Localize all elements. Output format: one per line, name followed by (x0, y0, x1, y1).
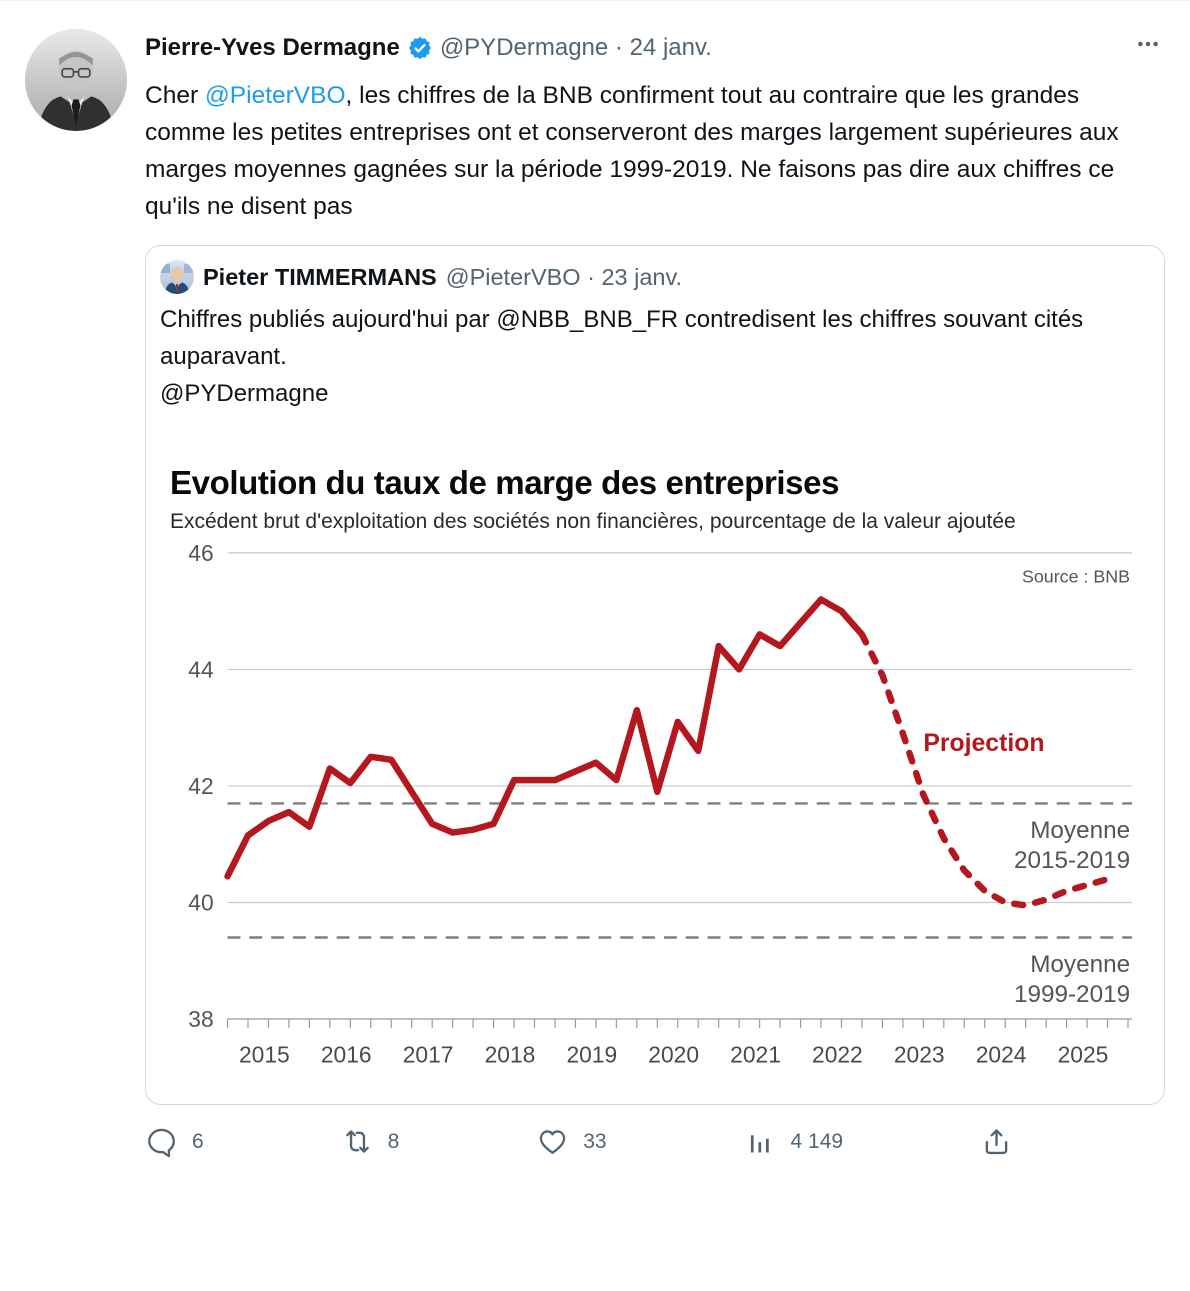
quoted-text-line2: @PYDermagne (160, 380, 329, 407)
views-count: 4 149 (790, 1129, 844, 1153)
tweet-body: Cher @PieterVBO, les chiffres de la BNB … (145, 77, 1165, 225)
quoted-author-handle-date: @PieterVBO · 23 janv. (445, 264, 683, 290)
tweet-body-post: , les chiffres de la BNB confirment tout… (145, 82, 1119, 220)
reference-line-label: Moyenne (1030, 951, 1130, 978)
quoted-author-avatar[interactable] (160, 260, 194, 294)
x-tick-label: 2024 (976, 1042, 1027, 1068)
chart-subtitle: Excédent brut d'exploitation des société… (170, 510, 1016, 533)
y-tick-label: 40 (188, 889, 213, 915)
quoted-tweet-card[interactable]: Pieter TIMMERMANS @PieterVBO · 23 janv. … (145, 245, 1165, 1106)
share-icon (985, 1129, 1008, 1155)
series-dotted (858, 631, 1111, 909)
series-solid (224, 596, 866, 880)
quoted-tweet-header: Pieter TIMMERMANS @PieterVBO · 23 janv. (160, 260, 1150, 294)
y-tick-label: 42 (188, 773, 213, 799)
views-button[interactable]: 4 149 (744, 1125, 844, 1158)
x-tick-label: 2015 (239, 1042, 290, 1068)
quoted-tweet-text: Chiffres publiés aujourd'hui par @NBB_BN… (160, 301, 1150, 412)
reply-icon (148, 1129, 175, 1158)
tweet-action-bar: 6 8 33 (145, 1125, 1013, 1158)
reference-line-label: 1999-2019 (1014, 981, 1130, 1008)
margin-rate-chart[interactable]: Evolution du taux de marge des entrepris… (160, 464, 1150, 1092)
x-tick-label: 2016 (321, 1042, 372, 1068)
x-tick-label: 2019 (566, 1042, 617, 1068)
tweet-content: Pierre-Yves Dermagne @PYDermagne · 24 ja… (145, 29, 1165, 1164)
retweet-button[interactable]: 8 (341, 1125, 400, 1158)
quoted-author-avatar-image (160, 260, 194, 294)
quoted-author-name[interactable]: Pieter TIMMERMANS (203, 264, 437, 290)
tweet: Pierre-Yves Dermagne @PYDermagne · 24 ja… (0, 0, 1190, 1164)
reply-button[interactable]: 6 (145, 1125, 204, 1158)
x-tick-label: 2022 (812, 1042, 863, 1068)
projection-annotation: Projection (923, 730, 1044, 757)
y-tick-label: 44 (188, 656, 214, 682)
quoted-text-line1: Chiffres publiés aujourd'hui par @NBB_BN… (160, 306, 1084, 370)
x-tick-label: 2018 (485, 1042, 536, 1068)
author-name[interactable]: Pierre-Yves Dermagne (145, 34, 400, 61)
chart-source-label: Source : BNB (1022, 567, 1130, 587)
chart-plot-area: 38 40 42 44 46 2015 2016 2017 2018 2019 2020 2021 20… (188, 540, 1133, 1068)
analytics-icon (750, 1135, 769, 1153)
x-tick-label: 2025 (1058, 1042, 1109, 1068)
tweet-header: Pierre-Yves Dermagne @PYDermagne · 24 ja… (145, 29, 1165, 67)
like-button[interactable]: 33 (536, 1125, 607, 1158)
mention-link-pietervbo[interactable]: @PieterVBO (204, 82, 346, 109)
tweet-body-pre: Cher (145, 82, 205, 109)
chart-title: Evolution du taux de marge des entrepris… (170, 464, 840, 501)
reply-count: 6 (192, 1129, 204, 1153)
author-avatar-image (25, 29, 127, 131)
reference-line-label: 2015-2019 (1014, 847, 1130, 874)
y-tick-label: 46 (188, 540, 213, 566)
share-button[interactable] (980, 1125, 1013, 1158)
retweet-icon (345, 1130, 369, 1154)
author-avatar[interactable] (25, 29, 127, 131)
x-tick-label: 2017 (403, 1042, 454, 1068)
like-count: 33 (583, 1129, 607, 1153)
y-tick-label: 38 (188, 1006, 213, 1032)
reference-line-label: Moyenne (1030, 817, 1130, 844)
x-tick-label: 2021 (730, 1042, 781, 1068)
x-tick-label: 2020 (648, 1042, 699, 1068)
more-ellipsis-icon[interactable] (1131, 29, 1165, 67)
x-tick-label: 2023 (894, 1042, 945, 1068)
verified-badge-icon (407, 35, 433, 61)
retweet-count: 8 (387, 1129, 400, 1153)
heart-icon (539, 1130, 566, 1155)
author-handle-date[interactable]: @PYDermagne · 24 janv. (439, 34, 712, 61)
